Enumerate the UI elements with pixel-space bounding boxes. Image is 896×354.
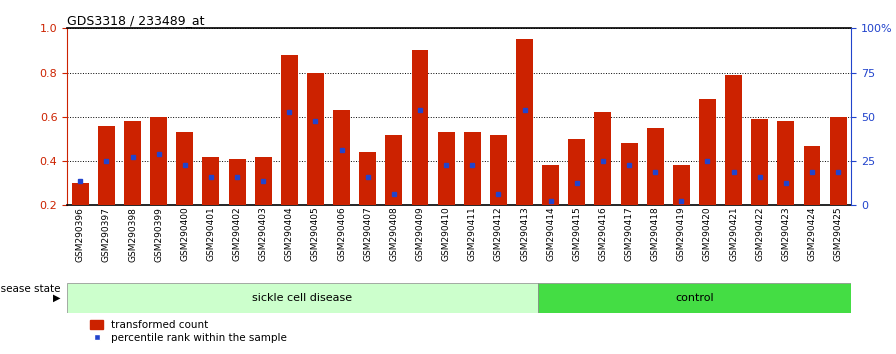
- Bar: [359, 152, 376, 205]
- Bar: [437, 132, 454, 205]
- Bar: [699, 99, 716, 205]
- Bar: [228, 159, 246, 205]
- Text: sickle cell disease: sickle cell disease: [253, 293, 352, 303]
- Text: GDS3318 / 233489_at: GDS3318 / 233489_at: [67, 14, 204, 27]
- Bar: [490, 135, 507, 205]
- Bar: [673, 166, 690, 205]
- Bar: [177, 132, 194, 205]
- Bar: [725, 75, 742, 205]
- Text: control: control: [675, 293, 714, 303]
- Bar: [385, 135, 402, 205]
- Bar: [151, 117, 168, 205]
- Bar: [621, 143, 638, 205]
- Text: ▶: ▶: [54, 293, 61, 303]
- Text: disease state: disease state: [0, 284, 61, 295]
- Bar: [98, 126, 115, 205]
- Bar: [202, 156, 220, 205]
- Bar: [568, 139, 585, 205]
- Bar: [538, 283, 851, 313]
- Bar: [254, 156, 271, 205]
- Bar: [67, 283, 538, 313]
- Bar: [411, 51, 428, 205]
- Legend: transformed count, percentile rank within the sample: transformed count, percentile rank withi…: [90, 320, 287, 343]
- Bar: [280, 55, 297, 205]
- Bar: [307, 73, 324, 205]
- Bar: [751, 119, 768, 205]
- Bar: [72, 183, 89, 205]
- Bar: [124, 121, 141, 205]
- Bar: [830, 117, 847, 205]
- Bar: [594, 113, 611, 205]
- Bar: [516, 39, 533, 205]
- Bar: [464, 132, 481, 205]
- Bar: [647, 128, 664, 205]
- Bar: [804, 145, 821, 205]
- Bar: [542, 166, 559, 205]
- Bar: [333, 110, 350, 205]
- Bar: [778, 121, 795, 205]
